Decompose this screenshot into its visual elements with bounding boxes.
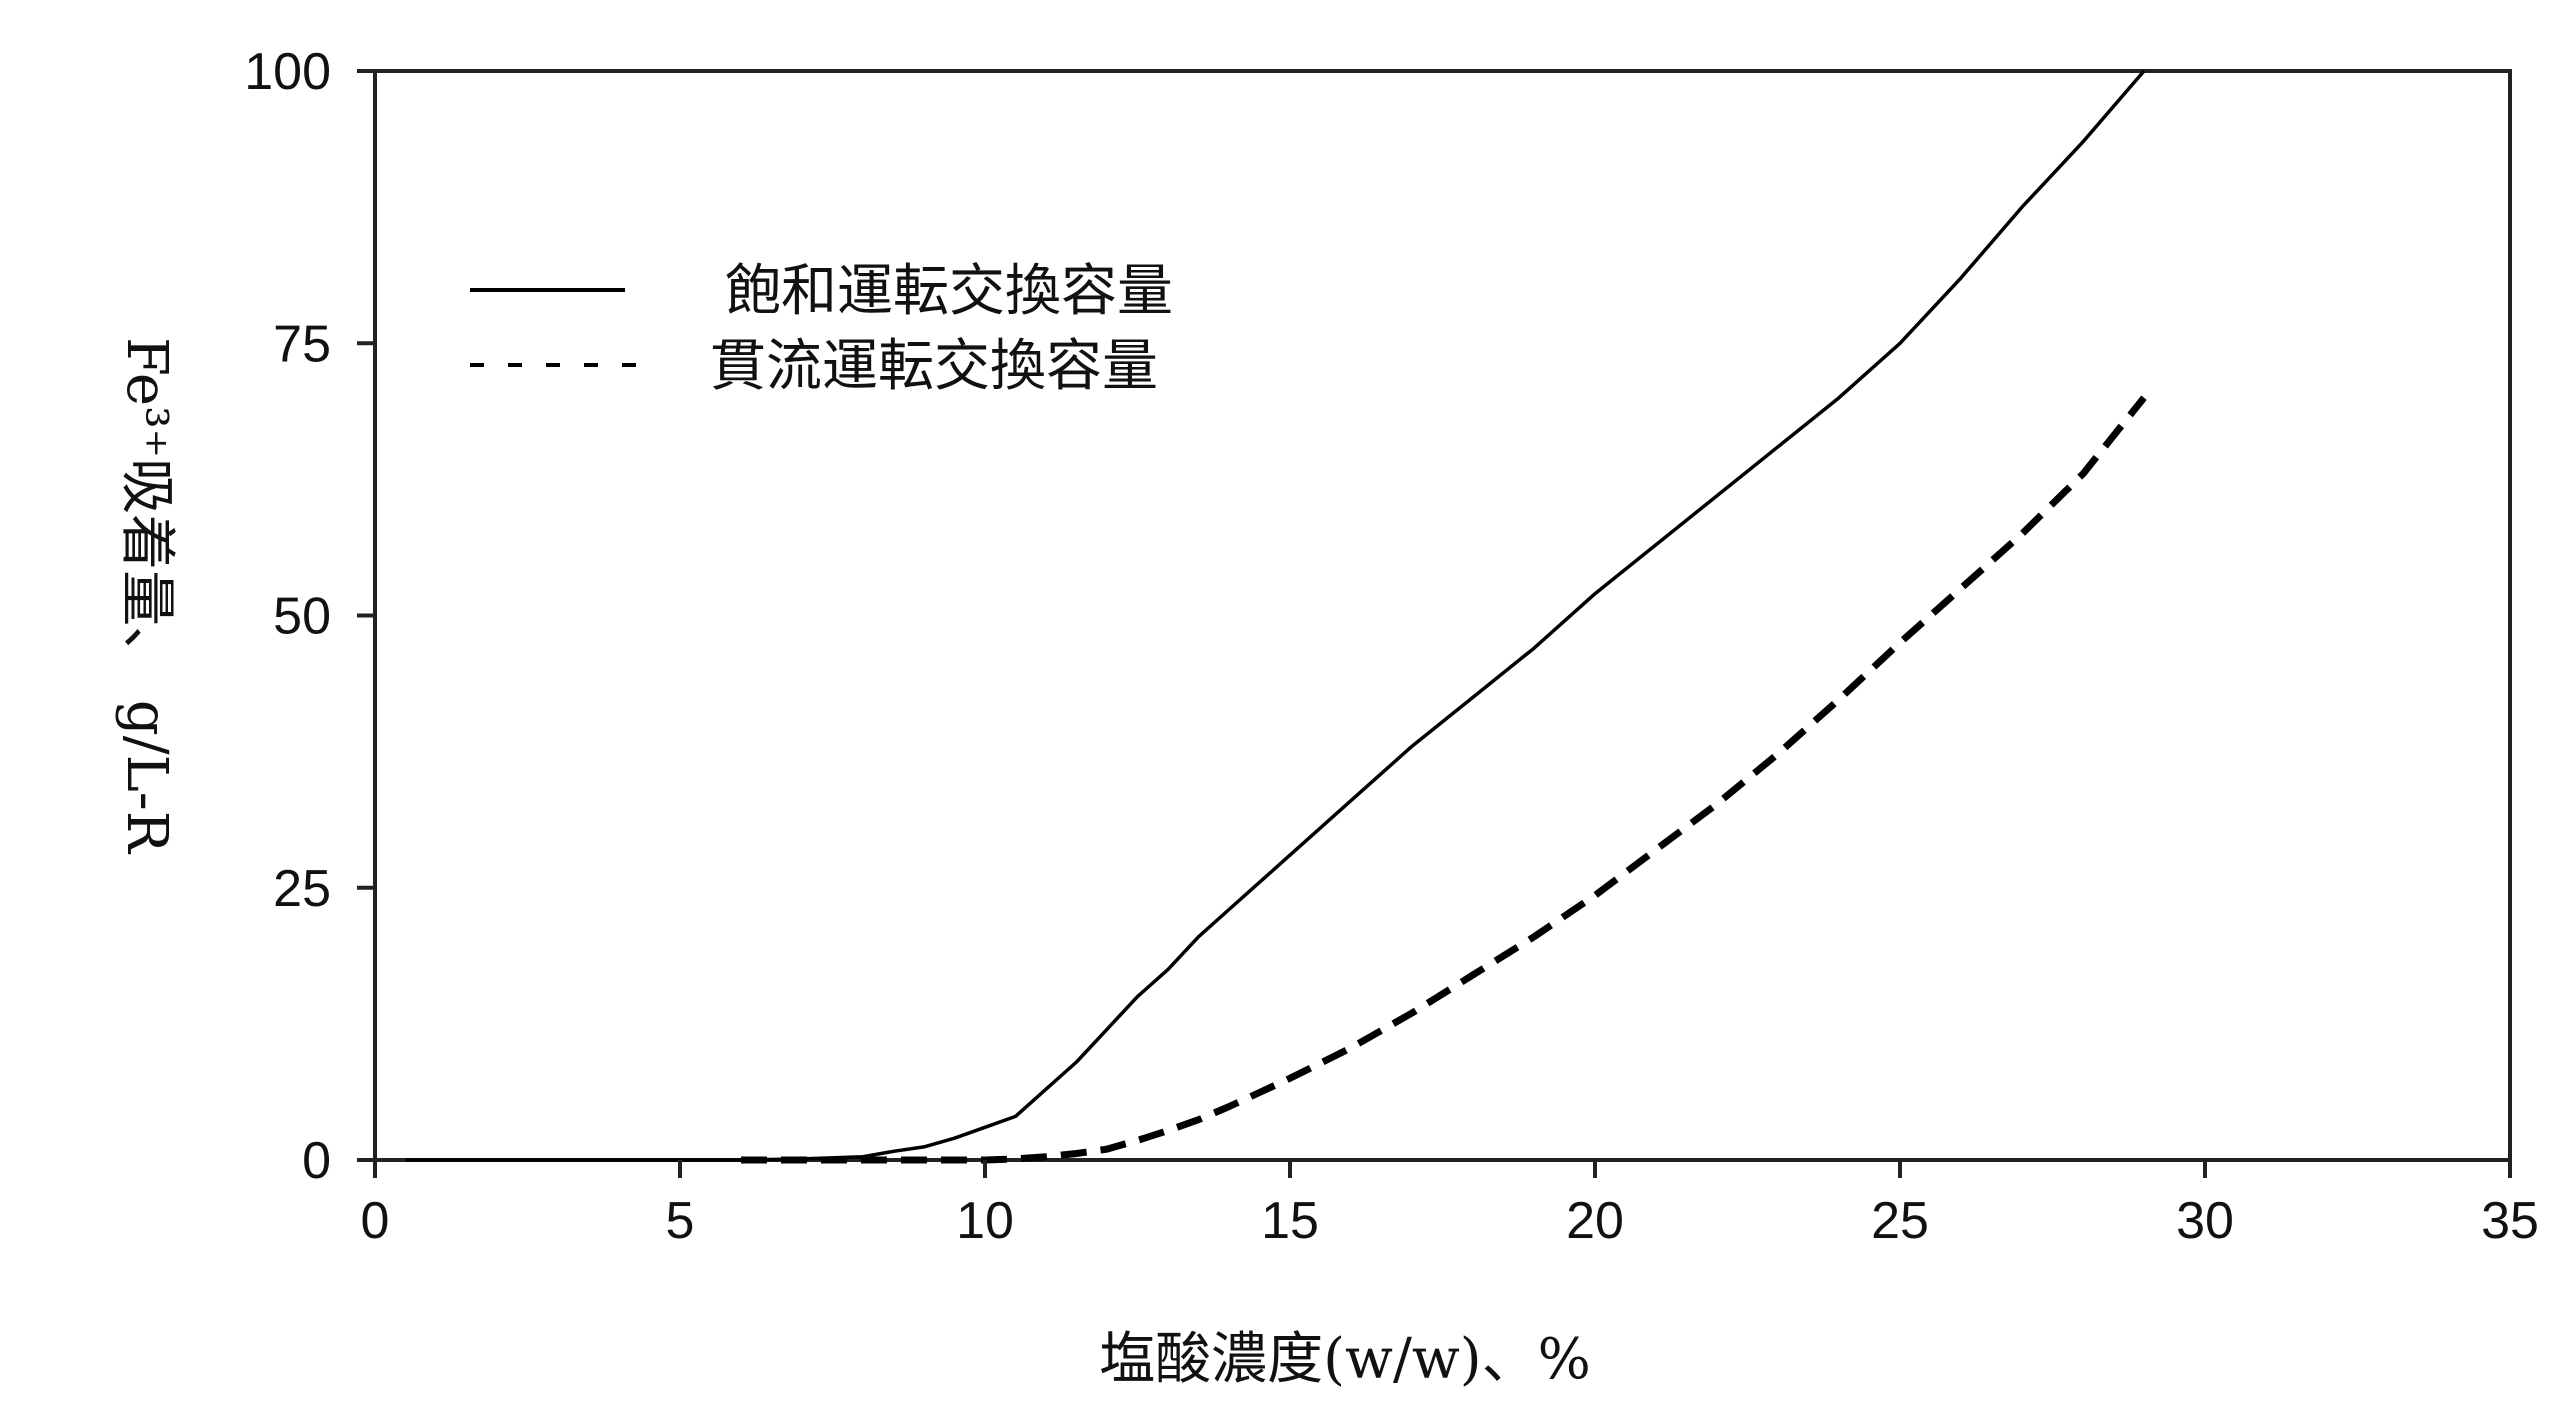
x-tick-label-35: 35 [2481, 1192, 2539, 1250]
x-tick-label-5: 5 [666, 1192, 695, 1250]
legend-label-2: 貫流運転交換容量 [710, 334, 1158, 399]
series-lines [405, 69, 2147, 1164]
x-tick-label-15: 15 [1261, 1192, 1319, 1250]
y-tick-label-0: 0 [302, 1132, 331, 1190]
y-tick-label-50: 50 [273, 588, 331, 646]
axis-titles: 塩酸濃度(w/w)、% Fe³⁺吸着量、 g/L-R [114, 337, 1591, 1392]
x-tick-label-30: 30 [2176, 1192, 2234, 1250]
y-tick-label-75: 75 [273, 315, 331, 373]
x-tick-label-0: 0 [361, 1192, 390, 1250]
y-axis-title: Fe³⁺吸着量、 g/L-R [114, 337, 179, 855]
legend-label-1: 飽和運転交換容量 [725, 259, 1173, 324]
y-tick-label-25: 25 [273, 860, 331, 918]
x-tick-label-20: 20 [1566, 1192, 1624, 1250]
series-line-2 [741, 395, 2147, 1164]
axes: 0 5 10 15 20 25 30 35 0 25 50 75 100 [244, 43, 2539, 1250]
x-tick-label-25: 25 [1871, 1192, 1929, 1250]
y-tick-label-100: 100 [244, 43, 331, 101]
series-line-1 [405, 69, 2146, 1162]
x-tick-label-10: 10 [956, 1192, 1014, 1250]
x-axis-title: 塩酸濃度(w/w)、% [1099, 1327, 1591, 1392]
